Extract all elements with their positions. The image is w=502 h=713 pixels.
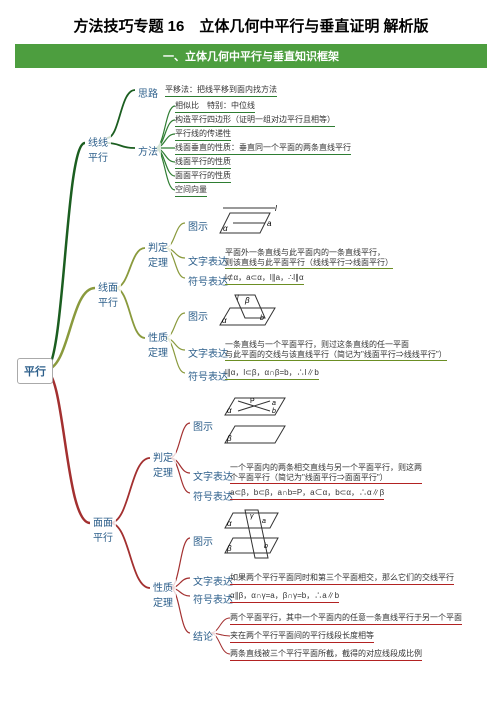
b2-xz-tushi-label: 图示 bbox=[185, 307, 211, 324]
svg-text:b: b bbox=[272, 408, 276, 415]
b2-panding: 判定 定理 bbox=[145, 238, 171, 270]
b2-pd-diagram: l a α bbox=[215, 203, 285, 243]
svg-text:a: a bbox=[262, 518, 266, 525]
connector-svg bbox=[15, 78, 495, 698]
svg-text:l: l bbox=[237, 295, 239, 302]
svg-text:γ: γ bbox=[250, 513, 254, 520]
svg-text:α: α bbox=[223, 224, 228, 233]
svg-text:α: α bbox=[222, 316, 227, 325]
b2-xz-wenzi-text: 一条直线与一个平面平行，则过这条直线的任一平面 与此平面的交线与该直线平行（简记… bbox=[225, 340, 447, 361]
branch-plane-plane: 面面 平行 bbox=[90, 513, 116, 545]
svg-text:α: α bbox=[227, 406, 232, 415]
b3-xz-wenzi-text: 如果两个平行平面同时和第三个平面相交，那么它们的交线平行 bbox=[230, 572, 454, 585]
b1-m1: 相似比 特别：中位线 bbox=[175, 100, 255, 113]
section-header: 一、立体几何中平行与垂直知识框架 bbox=[15, 44, 487, 68]
b2-xz-fuhao-text: l∥α，l⊂β，α∩β=b，∴l∥b bbox=[225, 367, 319, 380]
svg-text:β: β bbox=[226, 434, 232, 443]
b1-m3: 平行线的传递性 bbox=[175, 128, 231, 141]
branch-line-plane: 线面 平行 bbox=[95, 278, 121, 310]
svg-text:a: a bbox=[267, 219, 272, 228]
b1-fangfa: 方法 bbox=[135, 142, 161, 159]
svg-text:b: b bbox=[264, 543, 268, 550]
svg-text:α: α bbox=[227, 519, 232, 528]
b3-xingzhi: 性质 定理 bbox=[150, 578, 176, 610]
b3-pd-diagram: α β P a b bbox=[220, 393, 300, 453]
b2-pd-wenzi-text: 平面外一条直线与此平面内的一条直线平行， 则该直线与此平面平行（线线平行⇒线面平… bbox=[225, 248, 393, 269]
svg-text:β: β bbox=[244, 296, 250, 305]
b1-m6: 面面平行的性质 bbox=[175, 170, 231, 183]
b1-m7: 空间向量 bbox=[175, 184, 207, 197]
svg-text:b: b bbox=[260, 315, 264, 322]
b1-sikao: 思路 bbox=[135, 84, 161, 101]
b1-m5: 线面平行的性质 bbox=[175, 156, 231, 169]
b3-pd-tushi-label: 图示 bbox=[190, 417, 216, 434]
svg-text:l: l bbox=[275, 204, 277, 213]
b3-xz-fuhao-text: α∥β，α∩γ=a，β∩γ=b，∴a∥b bbox=[230, 590, 339, 603]
b2-xingzhi: 性质 定理 bbox=[145, 328, 171, 360]
b3-xz-tushi-label: 图示 bbox=[190, 532, 216, 549]
b3-pd-fuhao-text: a⊂β，b⊂β，a∩b=P，a⊂α，b⊂α，∴α∥β bbox=[230, 487, 384, 500]
b3-j3: 两条直线被三个平行平面所截，截得的对应线段成比例 bbox=[230, 648, 422, 661]
root-node: 平行 bbox=[17, 358, 53, 384]
b3-j1: 两个平面平行，其中一个平面内的任意一条直线平行于另一个平面 bbox=[230, 612, 462, 625]
b1-m4: 线面垂直的性质：垂直同一个平面的两条直线平行 bbox=[175, 142, 351, 155]
svg-text:P: P bbox=[250, 398, 255, 405]
b1-sikao-text: 平移法：把线平移到面内找方法 bbox=[165, 84, 277, 97]
b3-pd-wenzi-text: 一个平面内的两条相交直线与另一个平面平行，则这两 个平面平行（简记为"线面平行⇒… bbox=[230, 463, 422, 484]
b3-j2: 夹在两个平行平面间的平行线段长度相等 bbox=[230, 630, 374, 643]
b3-xz-jielun-label: 结论 bbox=[190, 627, 216, 644]
svg-text:β: β bbox=[226, 544, 232, 553]
b1-m2: 构造平行四边形（证明一组对边平行且相等） bbox=[175, 114, 335, 127]
b2-pd-fuhao-text: l⊄α，a⊂α，l∥a，∴l∥α bbox=[225, 272, 304, 285]
b3-xz-diagram: α β γ a b bbox=[220, 508, 300, 563]
b2-xz-diagram: α β l b bbox=[215, 290, 290, 335]
svg-text:a: a bbox=[272, 400, 276, 407]
mindmap-canvas: 平行 线线 平行 思路 平移法：把线平移到面内找方法 方法 相似比 特别：中位线… bbox=[15, 78, 487, 698]
branch-line-line: 线线 平行 bbox=[85, 133, 111, 165]
page-title: 方法技巧专题 16 立体几何中平行与垂直证明 解析版 bbox=[15, 15, 487, 36]
b2-pd-tushi-label: 图示 bbox=[185, 217, 211, 234]
b3-panding: 判定 定理 bbox=[150, 448, 176, 480]
